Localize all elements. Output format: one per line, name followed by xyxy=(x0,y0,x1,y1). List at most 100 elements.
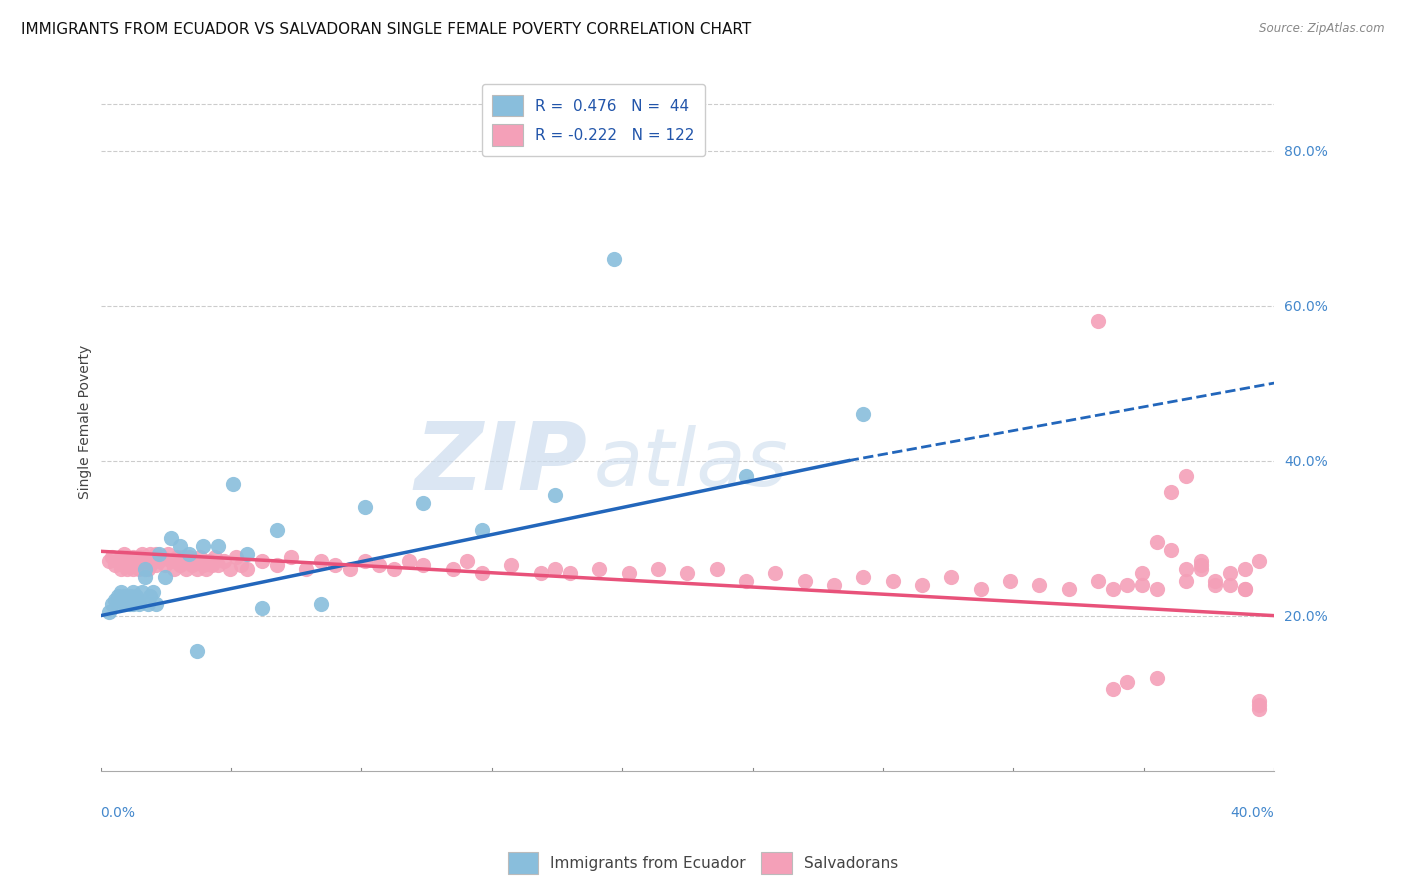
Point xyxy=(188,550,211,565)
Point xyxy=(911,577,934,591)
Point xyxy=(131,547,153,561)
Point xyxy=(1249,698,1271,712)
Point xyxy=(193,539,215,553)
Point xyxy=(207,539,229,553)
Point xyxy=(412,558,434,573)
Point xyxy=(793,574,815,588)
Point xyxy=(1249,694,1271,708)
Point xyxy=(1101,682,1123,697)
Text: IMMIGRANTS FROM ECUADOR VS SALVADORAN SINGLE FEMALE POVERTY CORRELATION CHART: IMMIGRANTS FROM ECUADOR VS SALVADORAN SI… xyxy=(21,22,751,37)
Point xyxy=(101,597,124,611)
Point xyxy=(221,476,243,491)
Point xyxy=(382,562,405,576)
Point xyxy=(1101,582,1123,596)
Point xyxy=(544,562,567,576)
Point xyxy=(110,550,132,565)
Point xyxy=(142,554,165,568)
Point xyxy=(1057,582,1080,596)
Point xyxy=(125,554,148,568)
Point xyxy=(160,554,183,568)
Point xyxy=(118,558,141,573)
Point xyxy=(166,550,188,565)
Point xyxy=(1189,558,1212,573)
Point xyxy=(169,539,191,553)
Point xyxy=(136,597,159,611)
Point xyxy=(471,524,494,538)
Text: atlas: atlas xyxy=(593,425,789,503)
Point xyxy=(1087,574,1109,588)
Point xyxy=(122,597,145,611)
Point xyxy=(112,558,135,573)
Point xyxy=(1175,469,1198,483)
Text: 40.0%: 40.0% xyxy=(1230,805,1274,820)
Point xyxy=(134,558,156,573)
Point xyxy=(353,500,375,515)
Point xyxy=(339,562,361,576)
Point xyxy=(145,558,167,573)
Point xyxy=(118,589,141,603)
Text: Source: ZipAtlas.com: Source: ZipAtlas.com xyxy=(1260,22,1385,36)
Point xyxy=(882,574,904,588)
Point xyxy=(193,558,215,573)
Point xyxy=(1219,577,1241,591)
Text: ZIP: ZIP xyxy=(415,417,588,509)
Point xyxy=(544,488,567,502)
Point xyxy=(118,554,141,568)
Point xyxy=(368,558,391,573)
Point xyxy=(134,562,156,576)
Point xyxy=(134,570,156,584)
Point xyxy=(1175,574,1198,588)
Point xyxy=(471,566,494,580)
Point xyxy=(1130,566,1153,580)
Point xyxy=(250,600,273,615)
Point xyxy=(647,562,669,576)
Point xyxy=(558,566,581,580)
Point xyxy=(150,550,173,565)
Point xyxy=(706,562,728,576)
Point xyxy=(128,597,150,611)
Point xyxy=(169,558,191,573)
Point xyxy=(735,469,758,483)
Point xyxy=(122,550,145,565)
Point xyxy=(1146,535,1168,549)
Point xyxy=(195,562,218,576)
Point xyxy=(145,547,167,561)
Point xyxy=(101,550,124,565)
Point xyxy=(852,407,875,421)
Point xyxy=(104,558,127,573)
Point xyxy=(115,593,138,607)
Point xyxy=(142,550,165,565)
Point xyxy=(970,582,993,596)
Point xyxy=(125,558,148,573)
Point xyxy=(1160,542,1182,557)
Point xyxy=(207,558,229,573)
Point xyxy=(148,547,170,561)
Point xyxy=(852,570,875,584)
Point xyxy=(186,562,208,576)
Point xyxy=(1189,554,1212,568)
Point xyxy=(1233,582,1256,596)
Y-axis label: Single Female Poverty: Single Female Poverty xyxy=(79,344,93,499)
Point xyxy=(160,531,183,545)
Point xyxy=(107,597,129,611)
Legend: Immigrants from Ecuador, Salvadorans: Immigrants from Ecuador, Salvadorans xyxy=(502,846,904,880)
Point xyxy=(398,554,420,568)
Point xyxy=(763,566,786,580)
Point xyxy=(676,566,699,580)
Point xyxy=(501,558,523,573)
Point xyxy=(128,562,150,576)
Point xyxy=(180,558,202,573)
Point xyxy=(122,562,145,576)
Point xyxy=(998,574,1021,588)
Point xyxy=(139,547,162,561)
Point xyxy=(218,562,240,576)
Point xyxy=(1233,562,1256,576)
Point xyxy=(153,570,176,584)
Point xyxy=(112,547,135,561)
Point xyxy=(139,589,162,603)
Point xyxy=(110,585,132,599)
Point xyxy=(412,496,434,510)
Point xyxy=(183,554,205,568)
Point xyxy=(588,562,610,576)
Point xyxy=(157,547,180,561)
